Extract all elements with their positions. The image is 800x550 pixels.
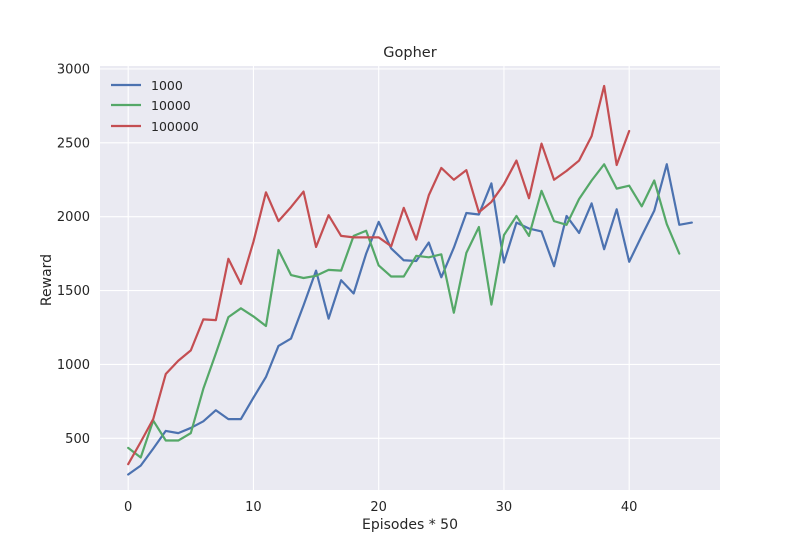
series-line-10000	[127, 163, 681, 459]
y-tick-label: 500	[65, 432, 90, 447]
x-tick-label: 0	[124, 500, 132, 515]
y-tick-label: 2500	[57, 136, 90, 151]
x-tick-label: 40	[621, 500, 638, 515]
legend: 1000 10000 100000	[111, 78, 199, 134]
legend-label-1000: 1000	[151, 78, 183, 93]
series-layer	[127, 84, 693, 476]
y-tick-label: 3000	[57, 62, 90, 77]
chart-title: Gopher	[383, 45, 436, 61]
x-tick-label: 30	[496, 500, 513, 515]
y-axis-label: Reward	[39, 254, 55, 306]
series-line-100000	[127, 84, 631, 466]
legend-label-100000: 100000	[151, 119, 199, 134]
y-tick-label: 1000	[57, 358, 90, 373]
x-tick-label: 10	[245, 500, 262, 515]
x-axis-label: Episodes * 50	[362, 517, 458, 533]
y-tick-label: 2000	[57, 210, 90, 225]
legend-label-10000: 10000	[151, 98, 191, 113]
y-tick-label: 1500	[57, 284, 90, 299]
x-tick-label: 20	[370, 500, 387, 515]
ticks-layer: 0 10 20 30 40 500 1000 1500 2000 2500 3000	[57, 62, 638, 515]
series-line-1000	[127, 163, 693, 476]
grid	[100, 66, 720, 490]
plot-area	[100, 66, 720, 490]
